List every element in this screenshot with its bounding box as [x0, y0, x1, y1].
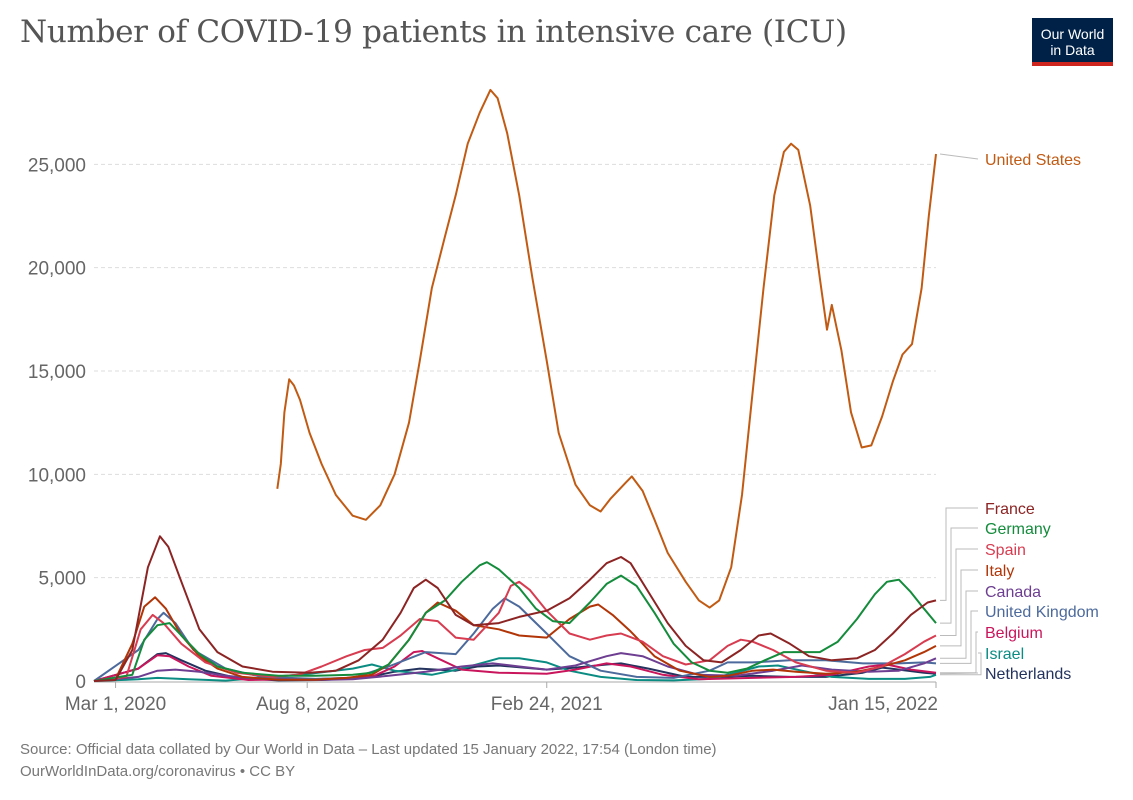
series-line-france: [93, 535, 937, 682]
series-label-canada: Canada: [985, 584, 1041, 601]
label-connector-canada: [940, 590, 978, 659]
label-connector-united-kingdom: [940, 610, 978, 664]
series-label-united-kingdom: United Kingdom: [985, 604, 1099, 621]
chart-title: Number of COVID-19 patients in intensive…: [20, 14, 847, 50]
series-label-italy: Italy: [985, 563, 1014, 580]
label-connector-israel: [940, 652, 982, 676]
series-line-united-states: [276, 88, 937, 609]
series-line-spain: [93, 580, 937, 682]
series-label-france: France: [985, 501, 1035, 518]
label-connector-spain: [940, 548, 978, 637]
x-tick-label: Jan 15, 2022: [828, 694, 938, 715]
series-line-italy: [93, 596, 937, 682]
series-label-united-states: United States: [985, 152, 1081, 169]
logo-line-2: in Data: [1050, 42, 1095, 58]
label-connector-netherlands: [939, 672, 979, 675]
label-connector-belgium: [940, 631, 978, 674]
x-tick-label: Feb 24, 2021: [491, 694, 603, 715]
series-label-israel: Israel: [985, 646, 1024, 663]
label-connector-germany: [940, 527, 978, 624]
y-tick-label: 10,000: [28, 465, 86, 486]
series-line-germany: [93, 561, 937, 682]
x-tick-label: Aug 8, 2020: [256, 694, 358, 715]
label-connector-france: [940, 507, 978, 601]
label-connector-italy: [940, 569, 978, 647]
x-tick-label: Mar 1, 2020: [65, 694, 166, 715]
series-label-germany: Germany: [985, 521, 1051, 538]
series-label-belgium: Belgium: [985, 625, 1043, 642]
logo-line-1: Our World: [1040, 26, 1105, 42]
label-connector-united-states: [939, 153, 979, 160]
y-tick-label: 15,000: [28, 362, 86, 383]
y-tick-label: 5,000: [38, 569, 86, 590]
source-url[interactable]: OurWorldInData.org/coronavirus • CC BY: [20, 763, 296, 780]
y-tick-label: 20,000: [28, 259, 86, 280]
series-label-netherlands: Netherlands: [985, 666, 1071, 683]
y-tick-label: 0: [75, 672, 86, 693]
y-tick-label: 25,000: [28, 155, 86, 176]
source-note: Source: Official data collated by Our Wo…: [20, 741, 717, 758]
owid-logo[interactable]: Our World in Data: [1032, 18, 1113, 66]
series-label-spain: Spain: [985, 542, 1026, 559]
